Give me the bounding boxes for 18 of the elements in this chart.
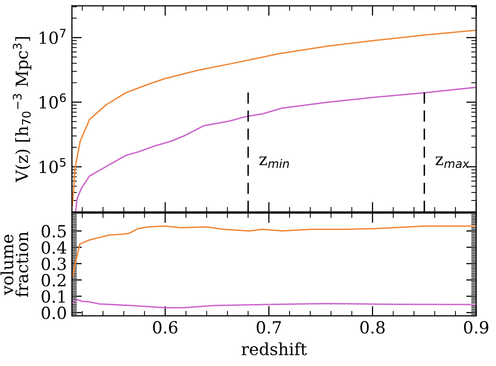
x-axis-title: redshift (242, 342, 307, 356)
y-tick-label: 10$^{6}$ (40, 93, 66, 109)
y-tick-label: 0.5 (42, 224, 66, 238)
y-tick-label: 0.0 (42, 306, 66, 320)
y-tick-label: 10$^{5}$ (40, 158, 66, 174)
ref-line-label: z$_{max}$ (436, 156, 470, 168)
ref-line-label: z$_{min}$ (259, 156, 289, 168)
x-tick-label: 0.6 (153, 321, 178, 334)
y-tick-label: 0.2 (42, 274, 66, 287)
y-tick-label: 0.1 (42, 290, 65, 303)
y-tick-label: 0.4 (42, 241, 66, 254)
x-tick-label: 0.9 (464, 321, 488, 334)
x-tick-label: 0.8 (360, 321, 385, 334)
y-axis-title: V(z) [h$_{70}$$^{−3}$ Mpc$^{3}$] (12, 37, 32, 182)
y-tick-label: 10$^{7}$ (40, 28, 66, 44)
y-axis-title: volume fraction (0, 232, 28, 297)
x-tick-label: 0.7 (256, 321, 281, 334)
y-tick-label: 0.3 (42, 258, 66, 270)
